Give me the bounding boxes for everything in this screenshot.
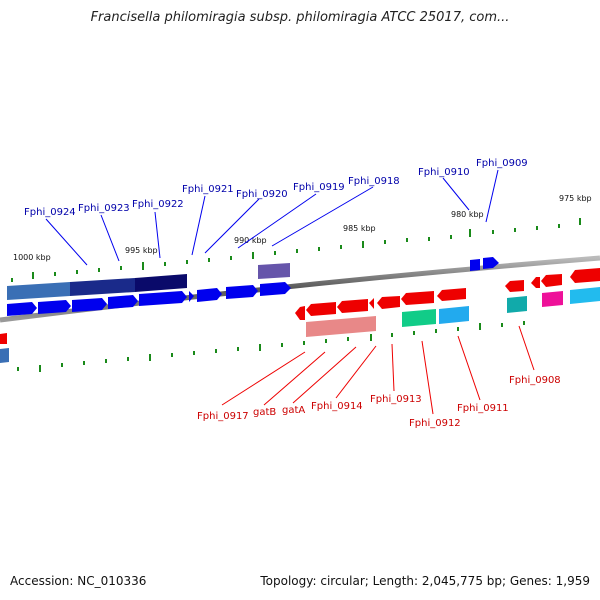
gene-arrow[interactable] (437, 288, 466, 301)
gene-arrow[interactable] (369, 298, 374, 309)
gene-label[interactable]: gatA (282, 405, 305, 416)
gene-arrow[interactable] (189, 291, 194, 302)
gene-arrow[interactable] (507, 296, 527, 313)
gene-arrow[interactable] (70, 278, 135, 296)
gene-label[interactable]: Fphi_0922 (132, 199, 184, 210)
gene-arrow[interactable] (439, 306, 469, 324)
gene-arrow[interactable] (7, 302, 37, 316)
gene-label[interactable]: Fphi_0910 (418, 167, 470, 178)
gene-arrow[interactable] (260, 282, 291, 296)
map-title: Francisella philomiragia subsp. philomir… (90, 10, 510, 25)
gene-arrow[interactable] (135, 274, 187, 292)
gene-arrow[interactable] (306, 302, 336, 316)
gene-arrow[interactable] (541, 274, 562, 287)
gene-arrow[interactable] (570, 287, 600, 304)
scale-label: 995 kbp (125, 246, 158, 255)
gene-label[interactable]: Fphi_0917 (197, 411, 249, 422)
scale-label: 980 kbp (451, 210, 484, 219)
gene-arrow[interactable] (542, 291, 563, 307)
gene-arrow[interactable] (505, 280, 524, 292)
gene-label[interactable]: Fphi_0921 (182, 184, 234, 195)
gene-label[interactable]: Fphi_0909 (476, 158, 528, 169)
gene-arrow[interactable] (258, 263, 290, 279)
gene-label[interactable]: gatB (253, 407, 276, 418)
gene-arrow[interactable] (295, 306, 305, 320)
gene-arrow[interactable] (570, 268, 600, 283)
gene-arrow[interactable] (0, 333, 7, 344)
gene-label[interactable]: Fphi_0913 (370, 394, 422, 405)
reverse-gene-track (0, 268, 600, 363)
gene-arrow[interactable] (401, 291, 434, 305)
gene-arrow[interactable] (197, 288, 222, 302)
gene-arrow[interactable] (470, 259, 480, 271)
forward-gene-track (7, 257, 499, 316)
gene-label[interactable]: Fphi_0919 (293, 182, 345, 193)
top-leader-lines (45, 169, 499, 266)
accession-text: Accession: NC_010336 (10, 574, 147, 588)
gene-arrow[interactable] (72, 298, 107, 312)
gene-arrow[interactable] (226, 285, 258, 299)
inner-tick-row (17, 321, 525, 372)
gene-label[interactable]: Fphi_0908 (509, 375, 561, 386)
gene-label[interactable]: Fphi_0920 (236, 189, 288, 200)
gene-arrow[interactable] (531, 277, 540, 288)
gene-arrow[interactable] (0, 348, 9, 363)
scale-label: 1000 kbp (13, 253, 51, 262)
gene-label[interactable]: Fphi_0911 (457, 403, 509, 414)
genome-summary-text: Topology: circular; Length: 2,045,775 bp… (260, 574, 590, 588)
gene-arrow[interactable] (377, 296, 400, 309)
outer-tick-row (11, 218, 581, 282)
gene-label[interactable]: Fphi_0924 (24, 207, 76, 218)
gene-arrow[interactable] (306, 316, 376, 337)
gene-arrow[interactable] (402, 309, 436, 327)
gene-arrow[interactable] (38, 300, 71, 314)
gene-label[interactable]: Fphi_0912 (409, 418, 461, 429)
gene-label[interactable]: Fphi_0923 (78, 203, 130, 214)
gene-label[interactable]: Fphi_0918 (348, 176, 400, 187)
gene-arrow[interactable] (483, 257, 499, 269)
gene-arrow[interactable] (139, 291, 187, 306)
gene-arrow[interactable] (108, 295, 138, 309)
gene-arrow[interactable] (7, 282, 70, 300)
gene-arrow[interactable] (337, 299, 368, 313)
scale-label: 985 kbp (343, 224, 376, 233)
scale-label: 975 kbp (559, 194, 592, 203)
scale-label: 990 kbp (234, 236, 267, 245)
gene-label[interactable]: Fphi_0914 (311, 401, 363, 412)
bottom-leader-lines (221, 325, 535, 415)
